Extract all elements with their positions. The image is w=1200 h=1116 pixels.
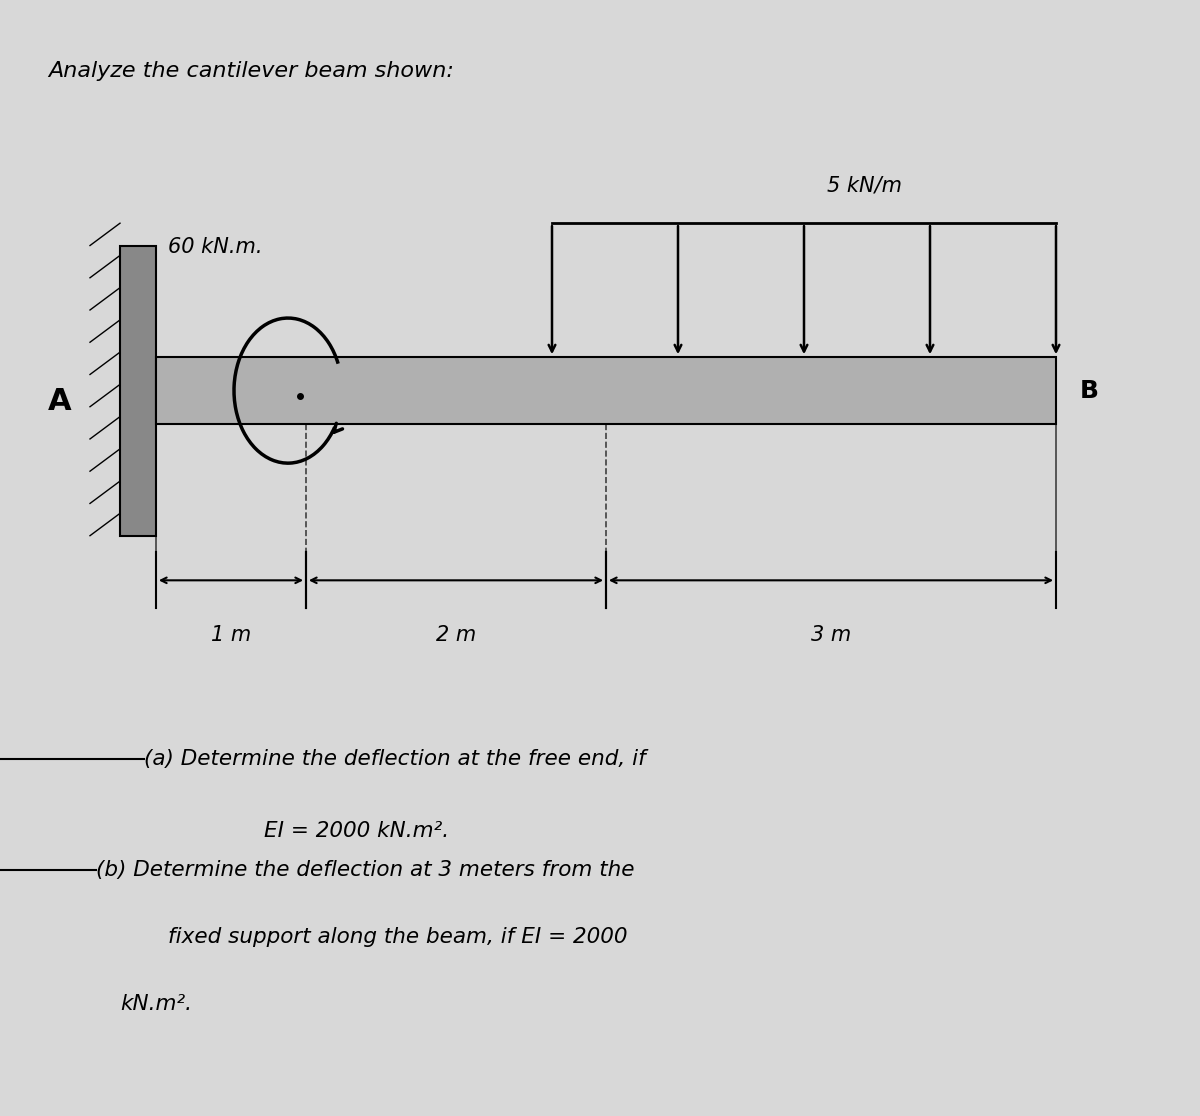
Text: 1 m: 1 m: [211, 625, 251, 645]
Bar: [156, 357, 1056, 424]
Text: Analyze the cantilever beam shown:: Analyze the cantilever beam shown:: [48, 61, 454, 81]
Text: 5 kN/m: 5 kN/m: [827, 175, 901, 195]
Text: (a) Determine the deflection at the free end, if: (a) Determine the deflection at the free…: [144, 749, 646, 769]
Text: 2 m: 2 m: [436, 625, 476, 645]
Text: A: A: [48, 387, 72, 416]
Bar: [120, 246, 156, 536]
Text: B: B: [1080, 378, 1099, 403]
Text: EI = 2000 kN.m².: EI = 2000 kN.m².: [264, 821, 449, 841]
Text: kN.m².: kN.m².: [120, 994, 192, 1014]
Text: 60 kN.m.: 60 kN.m.: [168, 237, 263, 257]
Text: (b) Determine the deflection at 3 meters from the: (b) Determine the deflection at 3 meters…: [96, 860, 635, 881]
Text: fixed support along the beam, if EI = 2000: fixed support along the beam, if EI = 20…: [168, 927, 628, 947]
Text: 3 m: 3 m: [811, 625, 851, 645]
